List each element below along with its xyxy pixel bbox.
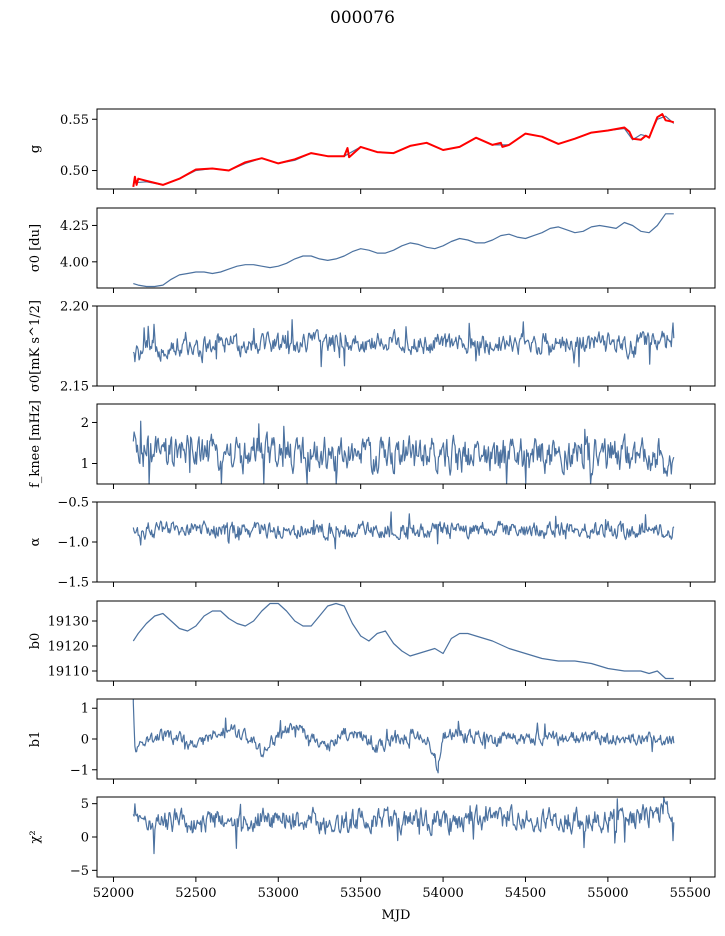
x-tick-label: 55000 bbox=[587, 886, 628, 901]
series-line-b0-0 bbox=[132, 602, 674, 680]
y-tick-label-b0: 19110 bbox=[48, 665, 89, 680]
x-tick-label: 55500 bbox=[670, 886, 711, 901]
y-axis-label-b0: b0 bbox=[28, 633, 43, 650]
y-axis-label-chi2: χ² bbox=[28, 830, 43, 843]
panel-frame-sigma0-mks bbox=[96, 305, 716, 387]
series-line-sigma0-du-0 bbox=[133, 213, 674, 288]
y-tick-label-f-knee: 1 bbox=[81, 457, 89, 472]
y-tick-label-sigma0-mks: 2.20 bbox=[60, 300, 89, 315]
y-tick-label-sigma0-du: 4.25 bbox=[60, 219, 89, 234]
y-axis-label-sigma0-du: σ0 [du] bbox=[28, 224, 43, 272]
y-axis-label-sigma0-mks: σ0[mK s^1/2] bbox=[28, 300, 43, 392]
series-line-sigma0-mks-0 bbox=[132, 319, 675, 368]
x-axis-label: MJD bbox=[382, 908, 411, 923]
series-line-alpha-0 bbox=[132, 511, 675, 550]
y-tick-label-b0: 19120 bbox=[48, 640, 89, 655]
x-tick-label: 53000 bbox=[258, 886, 299, 901]
y-tick-label-chi2: −5 bbox=[70, 864, 89, 879]
y-tick-label-alpha: −1.5 bbox=[57, 576, 89, 591]
y-axis-label-g: g bbox=[28, 145, 43, 153]
y-tick-label-alpha: −0.5 bbox=[57, 496, 89, 511]
y-tick-label-b1: −1 bbox=[70, 763, 89, 778]
y-axis-label-alpha: α bbox=[28, 537, 43, 546]
series-line-g-0 bbox=[133, 115, 675, 186]
series-line-g-1 bbox=[132, 113, 675, 188]
panel-frame-g bbox=[96, 108, 716, 190]
x-tick-label: 53500 bbox=[340, 886, 381, 901]
x-tick-label: 54000 bbox=[422, 886, 463, 901]
panel-frame-sigma0-du bbox=[96, 207, 716, 289]
series-line-f-knee-0 bbox=[132, 420, 675, 485]
x-tick-label: 52000 bbox=[93, 886, 134, 901]
y-tick-label-alpha: −1.0 bbox=[57, 536, 89, 551]
series-line-chi2-0 bbox=[132, 796, 675, 855]
y-tick-label-sigma0-du: 4.00 bbox=[60, 255, 89, 270]
y-tick-label-b1: 1 bbox=[81, 702, 89, 717]
x-tick-label: 54500 bbox=[505, 886, 546, 901]
y-tick-label-chi2: 5 bbox=[81, 797, 89, 812]
y-tick-label-g: 0.55 bbox=[60, 113, 89, 128]
series-line-b1-0 bbox=[132, 699, 675, 774]
y-tick-label-b1: 0 bbox=[81, 733, 89, 748]
panel-frame-alpha bbox=[96, 501, 716, 583]
y-axis-label-b1: b1 bbox=[28, 731, 43, 748]
y-tick-label-f-knee: 2 bbox=[81, 416, 89, 431]
y-tick-label-chi2: 0 bbox=[81, 831, 89, 846]
y-axis-label-f-knee: f_knee [mHz] bbox=[28, 400, 43, 488]
panel-frame-b0 bbox=[96, 600, 716, 682]
y-tick-label-sigma0-mks: 2.15 bbox=[60, 380, 89, 395]
figure-title: 000076 bbox=[330, 8, 395, 28]
y-tick-label-g: 0.50 bbox=[60, 164, 89, 179]
y-tick-label-b0: 19130 bbox=[48, 615, 89, 630]
panel-frame-f-knee bbox=[96, 403, 716, 485]
x-tick-label: 52500 bbox=[175, 886, 216, 901]
